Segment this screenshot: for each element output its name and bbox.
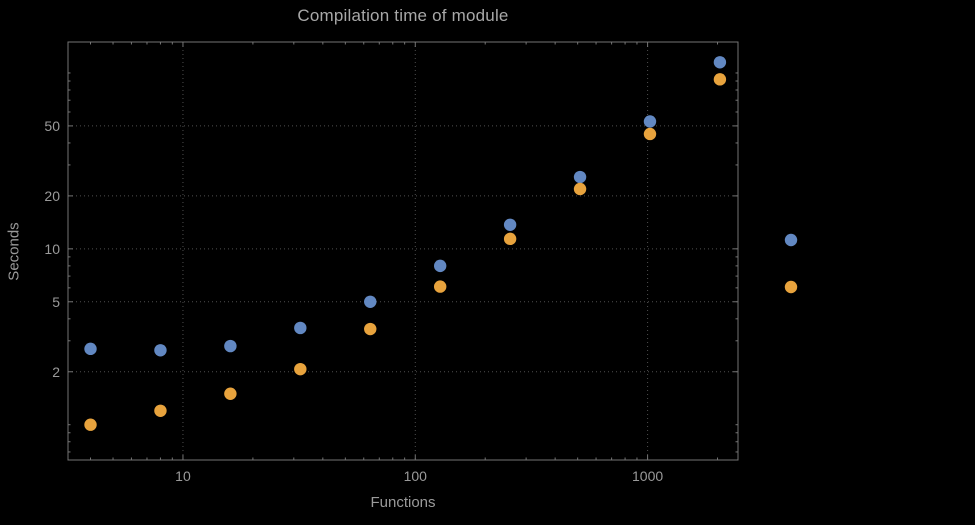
chart-title: Compilation time of module bbox=[297, 6, 509, 25]
x-axis-label: Functions bbox=[370, 494, 436, 511]
data-point-series-2 bbox=[84, 418, 97, 431]
data-point-series-1 bbox=[643, 115, 657, 128]
data-point-series-1 bbox=[84, 342, 97, 356]
data-point-series-2 bbox=[643, 127, 657, 141]
legend-marker-series-2 bbox=[784, 280, 798, 294]
data-point-series-2 bbox=[294, 362, 307, 376]
data-point-series-1 bbox=[364, 295, 377, 308]
data-point-series-1 bbox=[573, 170, 587, 184]
x-tick-label: 10 bbox=[175, 468, 191, 484]
data-point-series-1 bbox=[294, 321, 307, 335]
data-point-series-2 bbox=[224, 387, 237, 400]
y-tick-label: 5 bbox=[52, 294, 60, 310]
y-tick-label: 2 bbox=[52, 364, 60, 380]
data-point-series-2 bbox=[573, 182, 587, 196]
data-point-series-1 bbox=[154, 344, 167, 357]
data-point-series-2 bbox=[433, 280, 447, 293]
y-tick-label: 20 bbox=[44, 188, 60, 204]
x-tick-label: 100 bbox=[404, 468, 428, 484]
data-point-series-2 bbox=[503, 232, 517, 246]
y-axis-label-wrap: Seconds bbox=[0, 42, 28, 460]
data-point-series-1 bbox=[503, 218, 517, 231]
y-tick-label: 50 bbox=[44, 118, 60, 134]
data-point-series-1 bbox=[224, 339, 237, 353]
data-point-series-2 bbox=[713, 73, 727, 86]
data-point-series-2 bbox=[154, 404, 167, 417]
legend-marker-series-1 bbox=[784, 233, 798, 247]
data-point-series-1 bbox=[713, 56, 727, 69]
y-axis-label: Seconds bbox=[5, 221, 23, 281]
plot-frame bbox=[67, 41, 739, 461]
data-point-series-2 bbox=[364, 322, 377, 336]
y-tick-label: 10 bbox=[44, 241, 60, 257]
x-tick-label: 1000 bbox=[632, 468, 663, 484]
data-point-series-1 bbox=[433, 259, 447, 273]
